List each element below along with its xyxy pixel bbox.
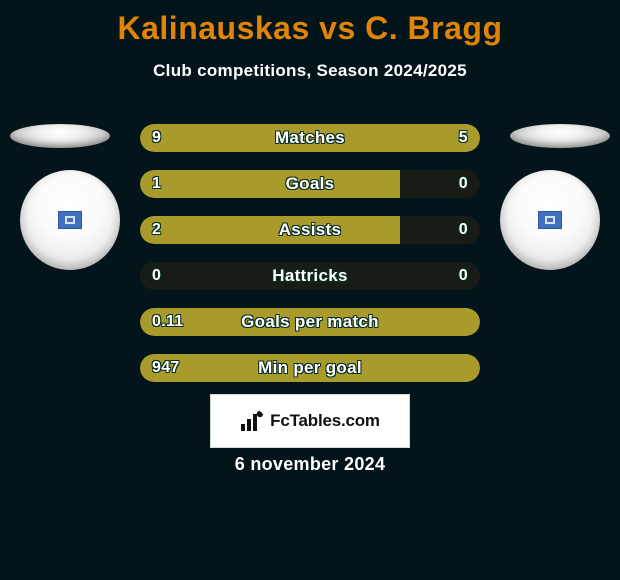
fctables-badge[interactable]: FcTables.com: [210, 394, 410, 448]
stat-value-right: 0: [459, 170, 468, 198]
stat-row: 0.11Goals per match: [140, 308, 480, 336]
stat-row: 9Matches5: [140, 124, 480, 152]
stat-row: 0Hattricks0: [140, 262, 480, 290]
stat-row: 1Goals0: [140, 170, 480, 198]
stat-label: Hattricks: [140, 262, 480, 290]
stat-row: 947Min per goal: [140, 354, 480, 382]
player-right-logo-icon: [538, 211, 562, 229]
stat-label: Min per goal: [140, 354, 480, 382]
stat-row: 2Assists0: [140, 216, 480, 244]
stat-label: Assists: [140, 216, 480, 244]
page-title: Kalinauskas vs C. Bragg: [0, 0, 620, 47]
date-label: 6 november 2024: [0, 454, 620, 475]
stat-label: Goals: [140, 170, 480, 198]
player-left-logo-circle: [20, 170, 120, 270]
stat-label: Matches: [140, 124, 480, 152]
player-left-logo-icon: [58, 211, 82, 229]
stats-container: 9Matches51Goals02Assists00Hattricks00.11…: [140, 124, 480, 400]
subtitle: Club competitions, Season 2024/2025: [0, 61, 620, 81]
fctables-badge-text: FcTables.com: [270, 411, 380, 431]
stat-value-right: 0: [459, 262, 468, 290]
stat-label: Goals per match: [140, 308, 480, 336]
player-left-disc: [10, 124, 110, 148]
stat-value-right: 5: [459, 124, 468, 152]
stat-value-right: 0: [459, 216, 468, 244]
player-right-logo-circle: [500, 170, 600, 270]
fctables-logo-icon: [240, 410, 264, 432]
player-right-disc: [510, 124, 610, 148]
